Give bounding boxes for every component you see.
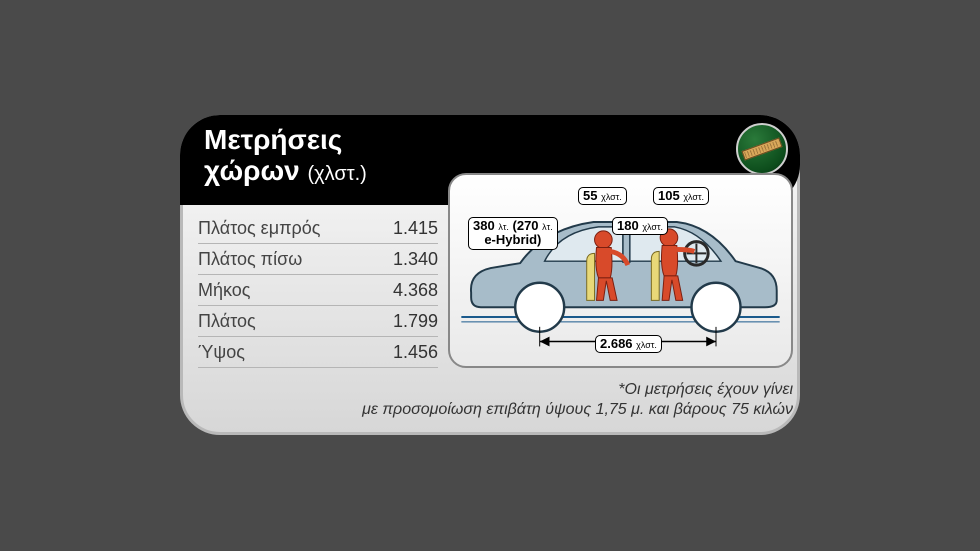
trunk-value: 380 (473, 218, 495, 233)
title-unit: (χλστ.) (308, 163, 367, 185)
row-label: Πλάτος (198, 311, 256, 332)
footnote-text: *Οι μετρήσεις έχουν γίνειμε προσομοίωση … (362, 381, 793, 418)
wheelbase-value: 2.686 (600, 336, 633, 351)
row-label: Ύψος (198, 342, 245, 363)
trunk-callout: 380 λτ. (270 λτ. e-Hybrid) (468, 217, 558, 250)
row-value: 1.415 (393, 218, 438, 239)
table-row: Πλάτος εμπρός 1.415 (198, 213, 438, 244)
trunk-paren-value: 270 (517, 218, 539, 233)
trunk-line2: e-Hybrid) (484, 232, 541, 247)
row-value: 4.368 (393, 280, 438, 301)
headroom-rear-unit: χλστ. (601, 192, 622, 202)
row-label: Μήκος (198, 280, 250, 301)
table-row: Ύψος 1.456 (198, 337, 438, 368)
measurements-card: Μετρήσεις χώρων (χλστ.) Πλάτος εμπρός 1.… (180, 115, 800, 435)
row-value: 1.799 (393, 311, 438, 332)
footnote: *Οι μετρήσεις έχουν γίνειμε προσομοίωση … (203, 380, 793, 420)
dimensions-table: Πλάτος εμπρός 1.415 Πλάτος πίσω 1.340 Μή… (198, 213, 438, 368)
headroom-front-callout: 105 χλστ. (653, 187, 709, 205)
headroom-front-value: 105 (658, 188, 680, 203)
table-row: Πλάτος 1.799 (198, 306, 438, 337)
legroom-callout: 180 χλστ. (612, 217, 668, 235)
trunk-paren-unit: λτ. (542, 222, 553, 232)
trunk-unit: λτ. (498, 222, 509, 232)
row-value: 1.340 (393, 249, 438, 270)
row-value: 1.456 (393, 342, 438, 363)
car-diagram: 55 χλστ. 105 χλστ. 180 χλστ. 380 λτ. (27… (448, 173, 793, 368)
ruler-icon (741, 137, 782, 160)
headroom-front-unit: χλστ. (683, 192, 704, 202)
title-line1: Μετρήσεις (204, 124, 342, 155)
legroom-unit: χλστ. (642, 222, 663, 232)
row-label: Πλάτος πίσω (198, 249, 302, 270)
headroom-rear-callout: 55 χλστ. (578, 187, 627, 205)
table-row: Πλάτος πίσω 1.340 (198, 244, 438, 275)
headroom-rear-value: 55 (583, 188, 597, 203)
wheelbase-callout: 2.686 χλστ. (595, 335, 662, 353)
wheelbase-unit: χλστ. (636, 340, 657, 350)
row-label: Πλάτος εμπρός (198, 218, 320, 239)
card-title: Μετρήσεις χώρων (χλστ.) (204, 125, 367, 187)
title-line2: χώρων (204, 155, 300, 186)
legroom-value: 180 (617, 218, 639, 233)
table-row: Μήκος 4.368 (198, 275, 438, 306)
ruler-badge (736, 123, 788, 175)
